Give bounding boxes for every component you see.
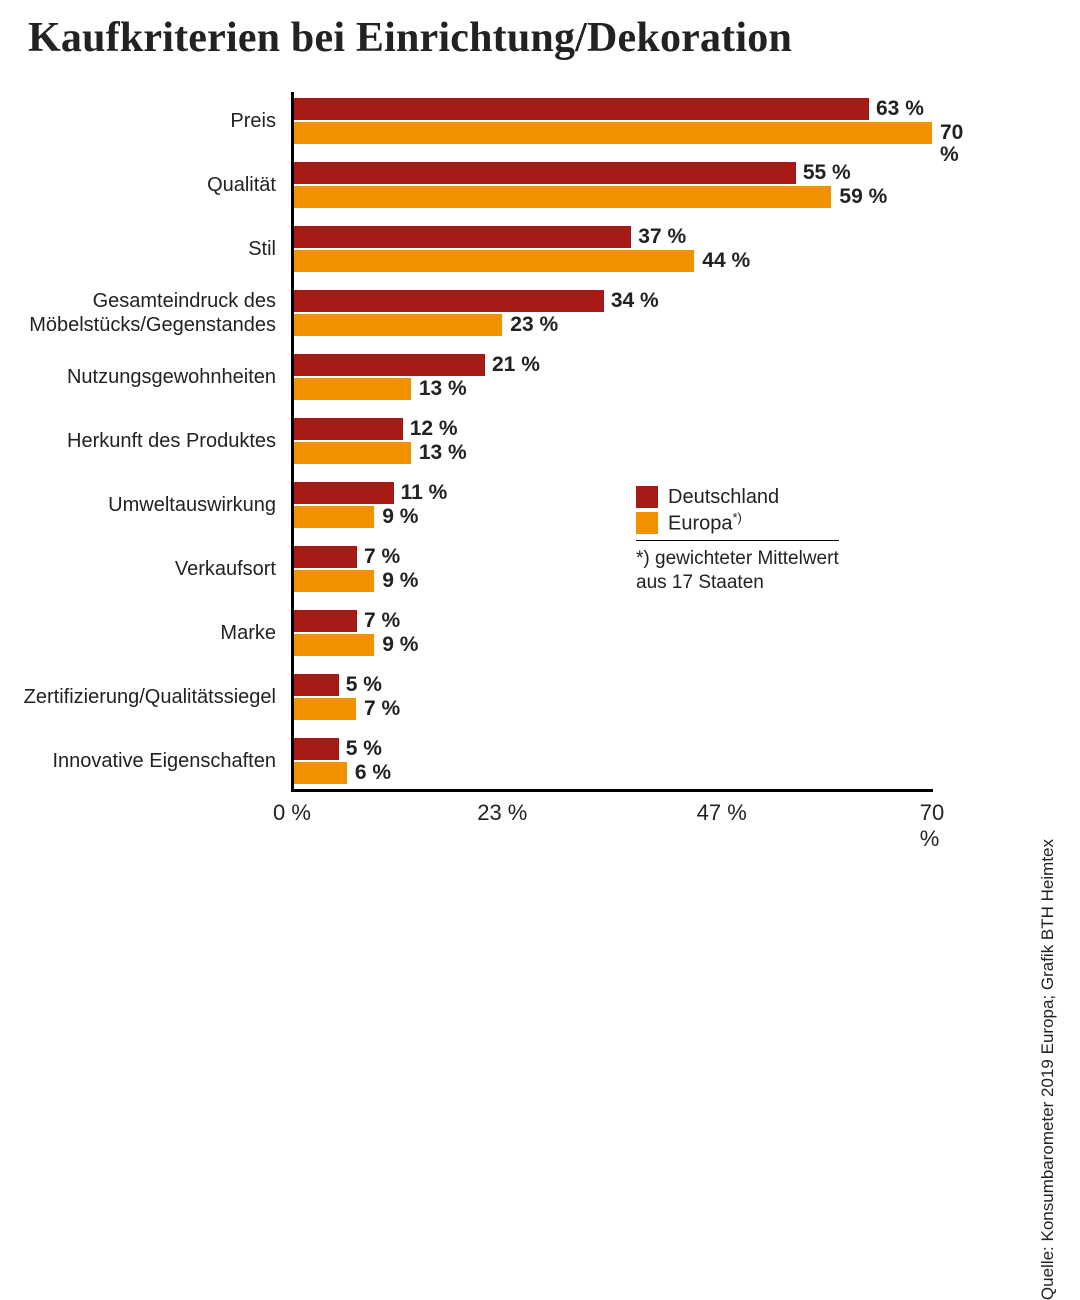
- bar-value-label: 59 %: [839, 186, 887, 208]
- x-axis: [291, 789, 933, 792]
- bar-value-label: 44 %: [702, 250, 750, 272]
- bar-de: [292, 418, 403, 440]
- bar-value-label: 13 %: [419, 378, 467, 400]
- legend-item: Europa*): [636, 510, 839, 536]
- bar-eu: [292, 570, 374, 592]
- category-label: Herkunft des Produktes: [0, 429, 276, 453]
- bar-value-label: 63 %: [876, 98, 924, 120]
- category-label: Preis: [0, 109, 276, 133]
- bar-value-label: 70 %: [940, 122, 963, 166]
- bar-value-label: 21 %: [492, 354, 540, 376]
- legend-swatch: [636, 512, 658, 534]
- bar-value-label: 7 %: [364, 546, 400, 568]
- x-tick-label: 70 %: [920, 800, 944, 852]
- bar-value-label: 5 %: [346, 738, 382, 760]
- category-label: Marke: [0, 621, 276, 645]
- bar-eu: [292, 122, 932, 144]
- category-label: Umweltauswirkung: [0, 493, 276, 517]
- bar-eu: [292, 378, 411, 400]
- bar-de: [292, 674, 339, 696]
- bar-value-label: 9 %: [382, 506, 418, 528]
- bar-eu: [292, 762, 347, 784]
- bar-value-label: 6 %: [355, 762, 391, 784]
- bar-value-label: 23 %: [510, 314, 558, 336]
- bar-value-label: 37 %: [638, 226, 686, 248]
- bar-value-label: 12 %: [410, 418, 458, 440]
- bar-de: [292, 354, 485, 376]
- bar-value-label: 13 %: [419, 442, 467, 464]
- bar-eu: [292, 314, 502, 336]
- bar-eu: [292, 506, 374, 528]
- category-label: Qualität: [0, 173, 276, 197]
- bar-de: [292, 546, 357, 568]
- bar-eu: [292, 186, 831, 208]
- chart-title: Kaufkriterien bei Einrichtung/Dekoration: [28, 14, 792, 62]
- y-axis: [291, 92, 294, 790]
- chart-plot-area: Preis63 %70 %Qualität55 %59 %Stil37 %44 …: [292, 92, 932, 806]
- legend-label: Europa*): [668, 510, 742, 536]
- category-label: Verkaufsort: [0, 557, 276, 581]
- x-tick-label: 23 %: [477, 800, 527, 826]
- category-label: Innovative Eigenschaften: [0, 749, 276, 773]
- bar-value-label: 9 %: [382, 634, 418, 656]
- legend-note: *) gewichteter Mittelwertaus 17 Staaten: [636, 547, 839, 595]
- bar-de: [292, 290, 604, 312]
- bar-de: [292, 162, 796, 184]
- bar-value-label: 5 %: [346, 674, 382, 696]
- bar-value-label: 7 %: [364, 698, 400, 720]
- legend: DeutschlandEuropa*) *) gewichteter Mittel…: [636, 484, 839, 595]
- category-label: Gesamteindruck desMöbelstücks/Gegenstand…: [0, 289, 276, 337]
- bar-eu: [292, 250, 694, 272]
- category-label: Zertifizierung/Qualitätssiegel: [0, 685, 276, 709]
- x-tick-label: 0 %: [273, 800, 311, 826]
- legend-swatch: [636, 486, 658, 508]
- x-tick-label: 47 %: [697, 800, 747, 826]
- legend-divider: [636, 540, 839, 541]
- bar-eu: [292, 698, 356, 720]
- bar-value-label: 11 %: [401, 482, 448, 504]
- source-citation: Quelle: Konsumbarometer 2019 Europa; Gra…: [1038, 839, 1058, 1300]
- legend-item: Deutschland: [636, 484, 839, 510]
- bar-de: [292, 226, 631, 248]
- bar-de: [292, 482, 394, 504]
- bar-de: [292, 610, 357, 632]
- category-label: Stil: [0, 237, 276, 261]
- bar-eu: [292, 442, 411, 464]
- legend-label: Deutschland: [668, 486, 779, 509]
- bar-eu: [292, 634, 374, 656]
- category-label: Nutzungsgewohnheiten: [0, 365, 276, 389]
- bar-value-label: 9 %: [382, 570, 418, 592]
- bar-value-label: 7 %: [364, 610, 400, 632]
- bar-value-label: 34 %: [611, 290, 659, 312]
- bar-de: [292, 98, 869, 120]
- bar-value-label: 55 %: [803, 162, 851, 184]
- bar-de: [292, 738, 339, 760]
